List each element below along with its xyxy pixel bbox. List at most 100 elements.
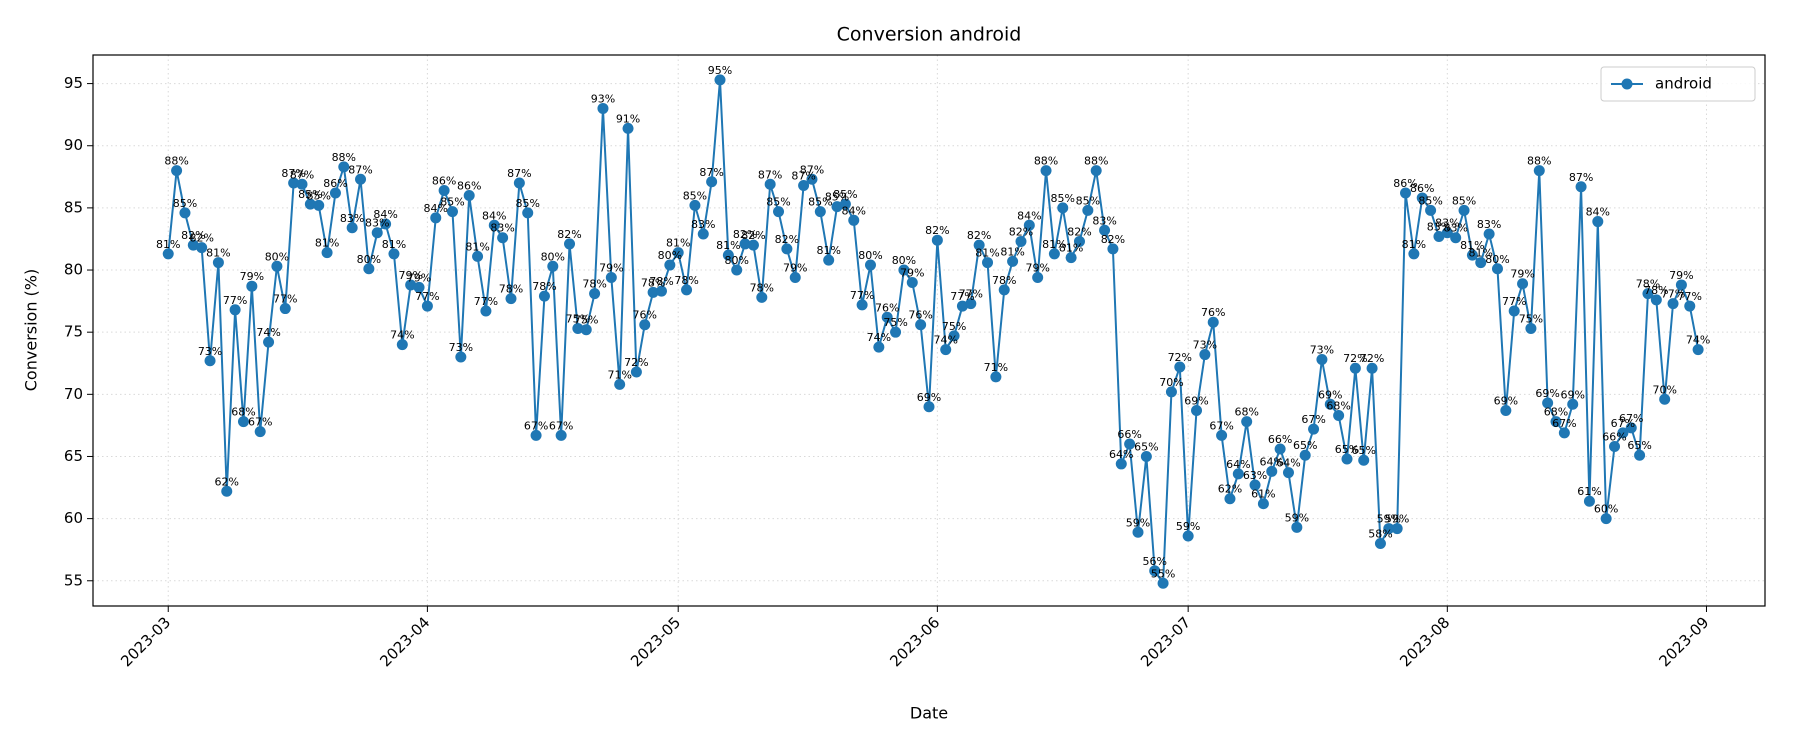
marker xyxy=(1634,449,1646,461)
data-label: 81% xyxy=(382,238,406,251)
data-label: 77% xyxy=(1678,290,1702,303)
data-label: 88% xyxy=(1034,155,1058,168)
marker xyxy=(1425,204,1437,216)
data-label: 59% xyxy=(1126,516,1150,529)
data-label: 76% xyxy=(908,309,932,322)
chart-title: Conversion android xyxy=(837,24,1022,46)
marker xyxy=(1500,404,1512,416)
data-label: 79% xyxy=(407,271,431,284)
marker xyxy=(1542,397,1554,409)
marker xyxy=(1567,398,1579,410)
marker xyxy=(731,264,743,276)
data-label: 72% xyxy=(624,356,648,369)
data-label: 73% xyxy=(198,345,222,358)
data-label: 83% xyxy=(1427,220,1451,233)
data-label: 79% xyxy=(398,269,422,282)
marker xyxy=(1191,404,1203,416)
y-tick-label: 85 xyxy=(64,198,83,216)
data-label: 81% xyxy=(465,240,489,253)
data-label: 81% xyxy=(816,244,840,257)
data-label: 84% xyxy=(424,202,448,215)
data-label: 87% xyxy=(348,163,372,176)
data-label: 78% xyxy=(1636,278,1660,291)
marker xyxy=(1592,216,1604,228)
marker xyxy=(839,198,851,210)
data-label: 87% xyxy=(758,168,782,181)
marker xyxy=(196,242,208,254)
marker xyxy=(271,260,283,272)
marker xyxy=(789,271,801,283)
marker xyxy=(1416,192,1428,204)
data-label: 67% xyxy=(1611,417,1635,430)
data-label: 78% xyxy=(532,280,556,293)
data-label: 58% xyxy=(1368,527,1392,540)
data-label: 82% xyxy=(733,228,757,241)
data-label: 84% xyxy=(482,209,506,222)
marker xyxy=(823,254,835,266)
data-label: 70% xyxy=(1652,383,1676,396)
data-label: 68% xyxy=(1326,399,1350,412)
data-label: 81% xyxy=(1469,247,1493,260)
data-label: 67% xyxy=(549,419,573,432)
marker xyxy=(647,286,659,298)
y-tick-label: 65 xyxy=(64,447,83,465)
marker xyxy=(371,227,383,239)
data-label: 71% xyxy=(607,368,631,381)
data-label: 85% xyxy=(833,188,857,201)
marker xyxy=(1057,202,1069,214)
data-label: 55% xyxy=(1151,567,1175,580)
data-label: 67% xyxy=(1209,419,1233,432)
marker xyxy=(856,299,868,311)
data-label: 77% xyxy=(273,293,297,306)
marker xyxy=(915,319,927,331)
legend-marker xyxy=(1621,78,1633,90)
marker xyxy=(1659,393,1671,405)
data-label: 85% xyxy=(173,197,197,210)
marker xyxy=(973,239,985,251)
marker xyxy=(513,177,525,189)
data-label: 87% xyxy=(800,163,824,176)
marker xyxy=(1358,454,1370,466)
marker xyxy=(756,291,768,303)
marker xyxy=(1023,219,1035,231)
marker xyxy=(279,303,291,315)
marker xyxy=(547,260,559,272)
data-label: 60% xyxy=(1594,503,1618,516)
marker xyxy=(1374,537,1386,549)
data-label: 81% xyxy=(1042,238,1066,251)
data-label: 64% xyxy=(1226,458,1250,471)
data-label: 83% xyxy=(691,218,715,231)
marker xyxy=(1450,232,1462,244)
data-label: 77% xyxy=(1661,288,1685,301)
marker xyxy=(488,219,500,231)
data-label: 72% xyxy=(1168,351,1192,364)
marker xyxy=(1291,521,1303,533)
data-label: 83% xyxy=(490,222,514,235)
marker xyxy=(1508,305,1520,317)
data-label: 85% xyxy=(766,196,790,209)
marker xyxy=(1065,252,1077,264)
plot: 81%88%85%82%82%73%81%62%77%68%79%67%74%8… xyxy=(156,64,1710,589)
marker xyxy=(1073,235,1085,247)
marker xyxy=(1600,513,1612,525)
marker xyxy=(1525,322,1537,334)
data-label: 65% xyxy=(1627,439,1651,452)
marker xyxy=(313,199,325,211)
data-label: 75% xyxy=(1519,312,1543,325)
data-label: 71% xyxy=(984,361,1008,374)
data-label: 80% xyxy=(1485,253,1509,266)
marker xyxy=(931,234,943,246)
marker xyxy=(898,264,910,276)
marker xyxy=(1249,479,1261,491)
data-label: 62% xyxy=(1218,483,1242,496)
marker xyxy=(806,173,818,185)
marker xyxy=(421,300,433,312)
marker xyxy=(697,228,709,240)
marker xyxy=(1232,468,1244,480)
data-label: 59% xyxy=(1377,513,1401,526)
data-label: 85% xyxy=(1051,192,1075,205)
data-label: 59% xyxy=(1385,513,1409,526)
data-label: 75% xyxy=(883,316,907,329)
